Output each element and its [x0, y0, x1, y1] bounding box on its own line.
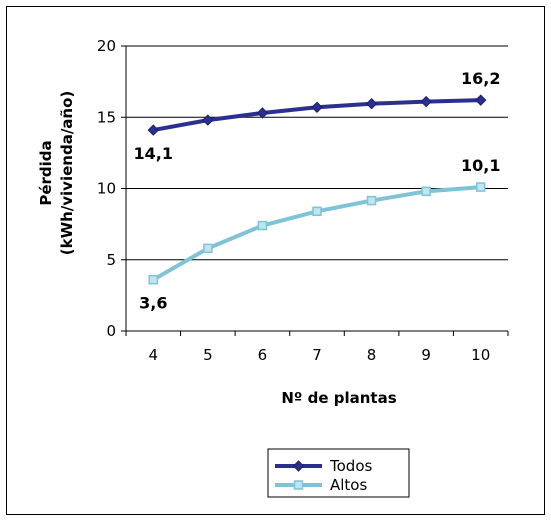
y-tick-label-5: 5 [106, 251, 116, 269]
legend-marker-altos [293, 480, 304, 490]
series [147, 94, 487, 285]
point-altos-6 [257, 220, 268, 231]
point-altos-8 [366, 195, 377, 206]
point-todos-9 [420, 95, 432, 108]
point-altos-9 [421, 186, 431, 197]
legend: Todos Altos [267, 448, 410, 498]
point-todos-10 [475, 94, 487, 106]
x-axis-title: Nº de plantas [281, 389, 396, 407]
axes: 0 5 10 15 20 4 5 6 7 8 9 10 [97, 37, 509, 364]
x-tick-label-8: 8 [367, 346, 377, 364]
point-altos-4 [148, 274, 159, 285]
point-altos-7 [312, 206, 322, 217]
point-todos-5 [202, 114, 214, 126]
legend-marker-todos [292, 460, 305, 472]
y-tick-label-20: 20 [97, 37, 116, 55]
point-altos-5 [203, 243, 213, 254]
x-tick-label-7: 7 [312, 346, 322, 364]
point-altos-10 [475, 182, 486, 192]
y-tick-label-15: 15 [97, 108, 116, 126]
point-todos-7 [311, 101, 323, 113]
y-tick-label-10: 10 [97, 180, 116, 198]
x-tick-label-5: 5 [203, 346, 213, 364]
y-axis-title-line-1: Pérdida [37, 140, 55, 205]
gridlines [126, 45, 508, 261]
point-todos-8 [365, 98, 378, 110]
data-label-todos-10: 16,2 [461, 69, 500, 88]
x-tick-label-4: 4 [149, 346, 159, 364]
series-line-altos [152, 185, 481, 282]
legend-label-altos: Altos [330, 476, 367, 494]
x-tick-label-9: 9 [421, 346, 431, 364]
x-tick-label-10: 10 [471, 346, 490, 364]
data-label-altos-4: 3,6 [139, 294, 167, 313]
point-todos-6 [256, 107, 269, 119]
legend-label-todos: Todos [329, 457, 372, 475]
data-label-altos-10: 10,1 [461, 156, 500, 175]
legend-box [267, 448, 410, 498]
data-labels: 14,1 16,2 3,6 10,1 [134, 69, 501, 313]
y-tick-label-0: 0 [106, 322, 116, 340]
data-label-todos-4: 14,1 [134, 144, 173, 163]
chart-frame [6, 6, 545, 515]
x-tick-label-6: 6 [258, 346, 268, 364]
y-axis-title-line-2: (kWh/vivienda/año) [58, 91, 76, 256]
point-todos-4 [147, 124, 159, 136]
